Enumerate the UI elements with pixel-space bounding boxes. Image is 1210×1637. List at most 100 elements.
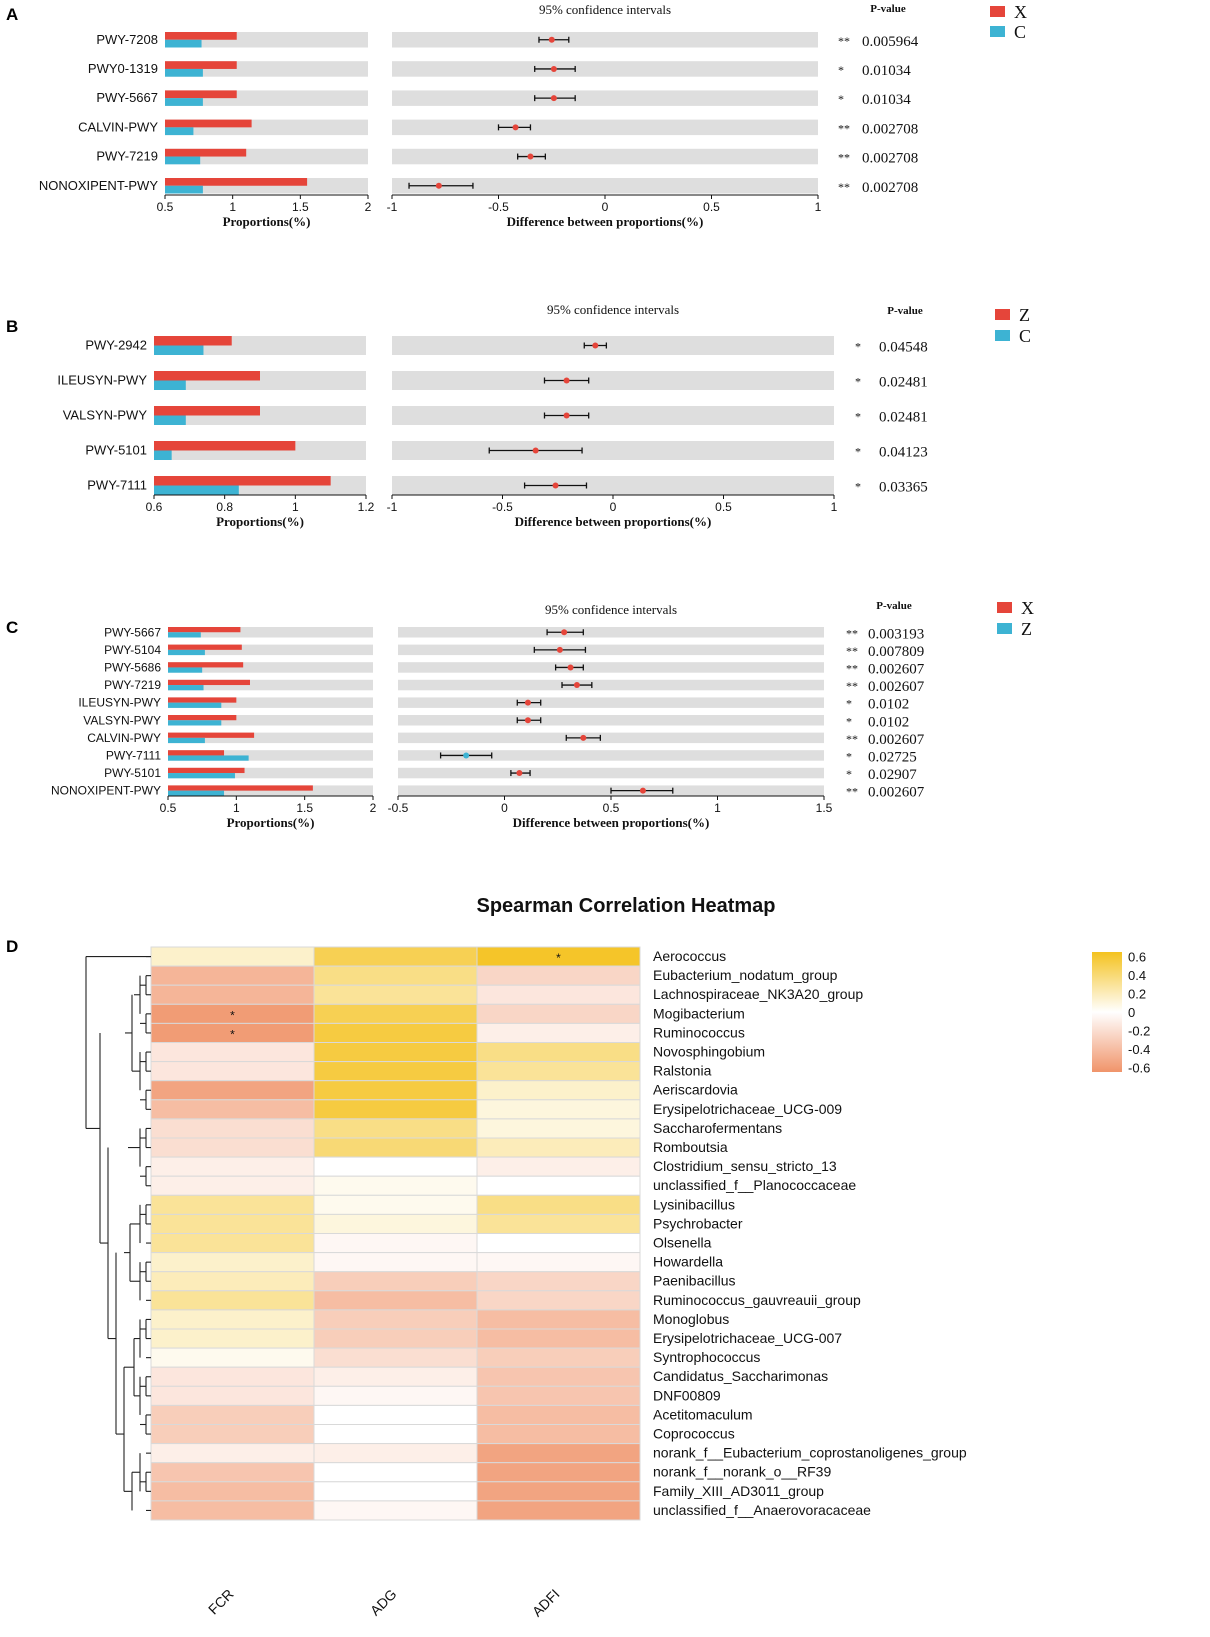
tick-label: 1 <box>229 200 236 214</box>
proportion-track <box>168 627 373 638</box>
p-value-header: P-value <box>887 305 923 317</box>
ci-track <box>392 119 818 136</box>
taxon-label: Psychrobacter <box>653 1215 743 1231</box>
heatmap-cell <box>150 1042 315 1063</box>
tick-label: 0.8 <box>216 500 233 514</box>
heatmap-cell <box>313 1385 478 1406</box>
heatmap-cell <box>313 1233 478 1254</box>
difference-point <box>573 682 580 689</box>
ci-track <box>398 767 824 779</box>
heatmap-cell <box>150 1366 315 1387</box>
significance-star: * <box>230 1008 235 1022</box>
heatmap-cell <box>150 1156 315 1177</box>
taxon-label: Erysipelotrichaceae_UCG-007 <box>653 1330 842 1346</box>
bar-z <box>168 773 235 779</box>
difference-point <box>567 664 574 671</box>
difference-point <box>550 65 557 72</box>
bar-c <box>165 156 201 165</box>
heatmap-cell <box>476 1194 641 1215</box>
proportion-track <box>168 750 373 761</box>
taxon-label: Novosphingobium <box>653 1044 765 1060</box>
tick-label: -0.5 <box>488 200 509 214</box>
p-value: 0.003193 <box>868 626 924 642</box>
panel-letter: C <box>6 618 18 637</box>
proportion-axis: 0.5 1 1.5 2 Proportions(%) <box>157 194 372 229</box>
ci-track <box>392 336 834 355</box>
tick-label: -1 <box>387 500 398 514</box>
difference-point <box>524 717 531 724</box>
bar-c <box>165 185 203 194</box>
heatmap-cell <box>313 1118 478 1139</box>
heatmap-cell <box>150 1424 315 1445</box>
heatmap-cell <box>313 1137 478 1158</box>
taxon-label: unclassified_f__Planococcaceae <box>653 1177 856 1193</box>
pathway-label: PWY-7111 <box>106 748 161 762</box>
panel-letter: B <box>6 317 18 336</box>
proportion-track <box>168 679 373 691</box>
pathway-label: PWY-5686 <box>104 660 161 674</box>
bar-c <box>154 450 172 460</box>
p-value: 0.0102 <box>868 697 909 713</box>
heatmap-cell <box>150 965 315 986</box>
pathway-row: PWY-5686 ** 0.002607 <box>104 660 925 677</box>
pathway-row: CALVIN-PWY ** 0.002708 <box>78 119 918 137</box>
significance-mark: * <box>855 375 861 389</box>
pathway-row: CALVIN-PWY ** 0.002607 <box>87 731 925 748</box>
p-value: 0.02907 <box>868 767 917 783</box>
taxon-label: Candidatus_Saccharimonas <box>653 1368 828 1384</box>
pathway-row: NONOXIPENT-PWY ** 0.002607 <box>51 784 925 801</box>
pathway-row: NONOXIPENT-PWY ** 0.002708 <box>39 178 918 196</box>
bar-x <box>165 119 252 128</box>
significance-mark: * <box>838 63 844 77</box>
ci-track <box>398 715 824 726</box>
pathway-label: PWY-7219 <box>96 149 158 164</box>
taxon-label: Syntrophococcus <box>653 1349 760 1365</box>
bar-x <box>168 715 237 721</box>
heatmap-cell <box>476 1424 641 1445</box>
pathway-label: PWY-5104 <box>104 643 161 657</box>
tick-label: 0 <box>501 801 508 815</box>
bar-c <box>165 98 203 106</box>
bar-z <box>168 702 222 708</box>
heatmap-cell <box>313 1061 478 1082</box>
variable-label: FCR <box>205 1586 237 1618</box>
p-value: 0.03365 <box>879 480 928 496</box>
difference-point <box>435 182 442 189</box>
bar-x <box>168 679 250 686</box>
significance-mark: ** <box>846 785 858 799</box>
tick-label: 0.5 <box>160 801 177 815</box>
legend-label: X <box>1021 598 1034 618</box>
bar-c <box>165 39 202 48</box>
significance-mark: ** <box>846 679 858 693</box>
bar-z <box>168 737 205 744</box>
ci-track <box>398 697 824 708</box>
pathway-row: PWY-5101 * 0.02907 <box>104 766 917 783</box>
legend-swatch <box>997 602 1012 613</box>
taxon-label: unclassified_f__Anaerovoracaceae <box>653 1502 871 1518</box>
tick-label: 1 <box>831 500 838 514</box>
pathway-label: ILEUSYN-PWY <box>78 696 161 710</box>
heatmap-cell <box>313 1462 478 1483</box>
ci-track <box>392 441 834 460</box>
heatmap-cell <box>476 1462 641 1483</box>
p-value-header: P-value <box>870 3 906 15</box>
heatmap-cell <box>150 1213 315 1235</box>
heatmap-cell <box>476 1347 641 1368</box>
taxon-label: Howardella <box>653 1254 723 1270</box>
tick-label: 0 <box>602 200 609 214</box>
significance-star: * <box>230 1027 235 1041</box>
p-value: 0.02725 <box>868 749 917 765</box>
legend-swatch <box>995 309 1010 320</box>
ci-title: 95% confidence intervals <box>547 302 679 317</box>
p-value: 0.01034 <box>862 63 911 79</box>
pathway-row: PWY0-1319 * 0.01034 <box>88 61 911 79</box>
heatmap-cell <box>313 1328 478 1349</box>
heatmap-cell <box>313 1366 478 1387</box>
heatmap-cell <box>476 1481 641 1502</box>
colorbar-tick: 0.4 <box>1128 968 1146 983</box>
taxon-label: Paenibacillus <box>653 1273 736 1289</box>
difference-point <box>563 377 570 384</box>
significance-mark: ** <box>846 626 858 640</box>
bar-z <box>154 476 331 486</box>
pathway-row: PWY-5104 ** 0.007809 <box>104 643 924 660</box>
